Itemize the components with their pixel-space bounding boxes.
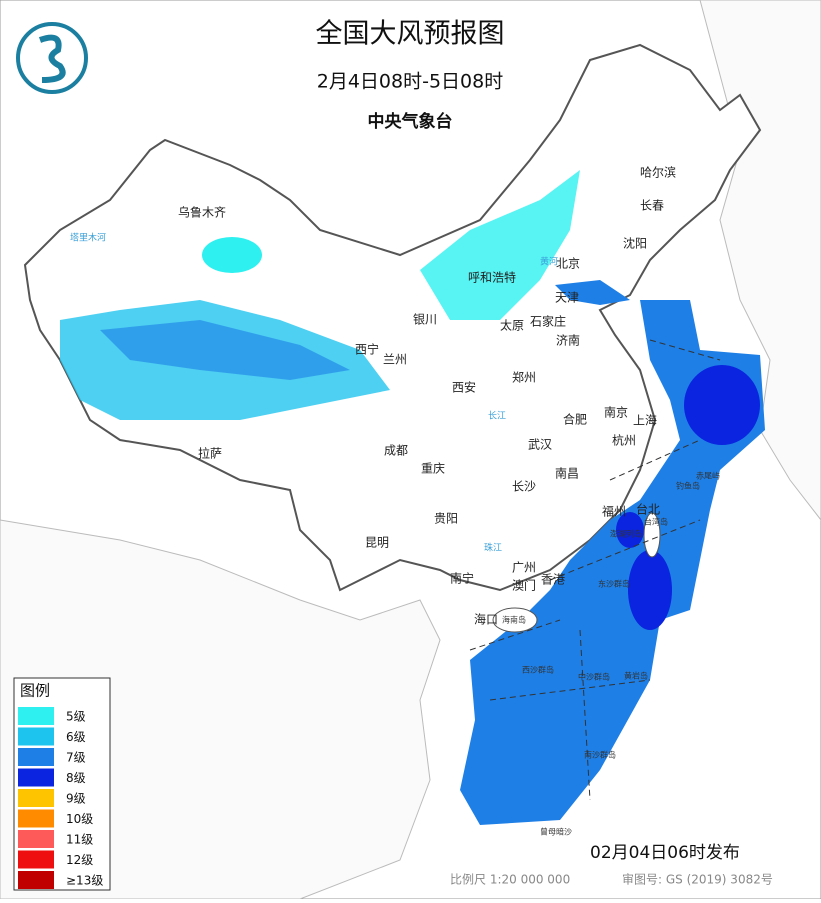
city: 重庆 [421, 462, 445, 476]
scale: 比例尺 1:20 000 000 [450, 873, 570, 887]
island: 钓鱼岛 [676, 481, 700, 491]
city: 长沙 [512, 480, 536, 494]
logo-mark [38, 34, 66, 83]
legend-label: 12级 [66, 853, 93, 867]
island-labels: 海南岛 东沙群岛 西沙群岛 中沙群岛 黄岩岛 南沙群岛 曾母暗沙 钓鱼岛 赤尾屿… [502, 472, 720, 837]
city: 西安 [452, 380, 476, 395]
wind-area-5 [202, 237, 262, 273]
legend-label: 5级 [66, 710, 86, 724]
island: 东沙群岛 [598, 579, 630, 589]
city: 沈阳 [623, 236, 647, 251]
legend-swatch [18, 850, 54, 869]
city: 香港 [541, 573, 565, 587]
city: 海口 [474, 612, 498, 627]
city: 天津 [555, 291, 579, 305]
city: 哈尔滨 [640, 165, 676, 180]
taiwan-island [643, 512, 661, 558]
release-time: 02月04日06时发布 [590, 843, 740, 863]
wind-area-7 [555, 280, 630, 305]
island: 中沙群岛 [578, 672, 610, 682]
city: 南昌 [555, 466, 579, 481]
city: 上海 [633, 413, 657, 428]
city: 长春 [640, 199, 664, 213]
city: 郑州 [512, 370, 536, 385]
sea-boundary [469, 339, 721, 801]
legend-label: ≥13级 [66, 874, 103, 888]
river: 塔里木河 [70, 232, 106, 244]
city: 北京 [556, 257, 580, 271]
legend-label: 7级 [66, 751, 86, 765]
city: 济南 [556, 333, 580, 348]
city: 成都 [384, 444, 408, 458]
city: 拉萨 [198, 446, 222, 461]
island: 澎湖列岛 [610, 529, 642, 539]
wind-area-8 [616, 512, 644, 548]
legend-items: 5级 6级 7级 8级 9级 10级 11级 12级 ≥13级 [18, 707, 103, 889]
city: 贵阳 [434, 512, 458, 526]
legend-swatch [18, 727, 54, 746]
island: 海南岛 [502, 615, 526, 625]
island: 黄岩岛 [624, 671, 648, 681]
island: 西沙群岛 [522, 665, 554, 675]
approval-number: 审图号: GS (2019) 3082号 [622, 872, 773, 887]
legend-title: 图例 [20, 682, 50, 700]
city: 银川 [413, 313, 437, 327]
legend-label: 6级 [66, 730, 86, 744]
city: 太原 [500, 318, 524, 333]
title: 全国大风预报图 [316, 19, 505, 50]
river: 长江 [488, 410, 506, 422]
wind-area-5 [420, 170, 580, 320]
legend: 图例 5级 6级 7级 8级 9级 10级 11级 12级 ≥13级 [13, 677, 111, 891]
city: 西宁 [355, 342, 379, 357]
wind-area-7 [460, 300, 765, 825]
city: 呼和浩特 [468, 270, 516, 285]
city: 澳门 [512, 578, 536, 593]
island: 曾母暗沙 [540, 827, 572, 837]
city: 南宁 [450, 571, 474, 586]
wind-area-7 [100, 320, 350, 380]
city: 台北 [636, 502, 660, 517]
legend-swatch [18, 830, 54, 848]
island: 赤尾屿 [696, 472, 720, 481]
legend-swatch [18, 809, 54, 828]
island: 台湾岛 [644, 517, 668, 527]
city-labels: 乌鲁木齐 哈尔滨 长春 沈阳 北京 天津 呼和浩特 石家庄 太原 银川 西宁 兰… [178, 165, 676, 627]
legend-swatch [18, 768, 54, 787]
river-labels: 塔里木河 长江 黄河 珠江 [70, 232, 558, 554]
hainan-island [492, 607, 538, 633]
issuer: 中央气象台 [368, 111, 453, 132]
city: 石家庄 [530, 314, 566, 329]
city: 昆明 [365, 536, 389, 550]
legend-label: 11级 [66, 833, 93, 847]
city: 武汉 [528, 438, 552, 452]
wind-area-8 [684, 365, 760, 445]
legend-label: 9级 [66, 792, 86, 806]
neighbour-land [699, 0, 821, 521]
city: 乌鲁木齐 [178, 205, 226, 220]
city: 广州 [512, 561, 536, 575]
legend-swatch [18, 748, 54, 766]
river: 珠江 [484, 542, 502, 554]
legend-label: 8级 [66, 771, 86, 785]
legend-swatch [18, 871, 54, 889]
city: 合肥 [563, 412, 587, 427]
legend-label: 10级 [66, 812, 93, 826]
period: 2月4日08时-5日08时 [317, 71, 503, 93]
city: 兰州 [383, 353, 407, 367]
city: 杭州 [612, 433, 636, 448]
legend-swatch [18, 707, 54, 725]
legend-swatch [18, 789, 54, 807]
city: 南京 [604, 405, 628, 420]
city: 福州 [602, 504, 626, 519]
wind-area-8 [628, 550, 672, 630]
river: 黄河 [540, 256, 558, 268]
island: 南沙群岛 [584, 750, 616, 760]
